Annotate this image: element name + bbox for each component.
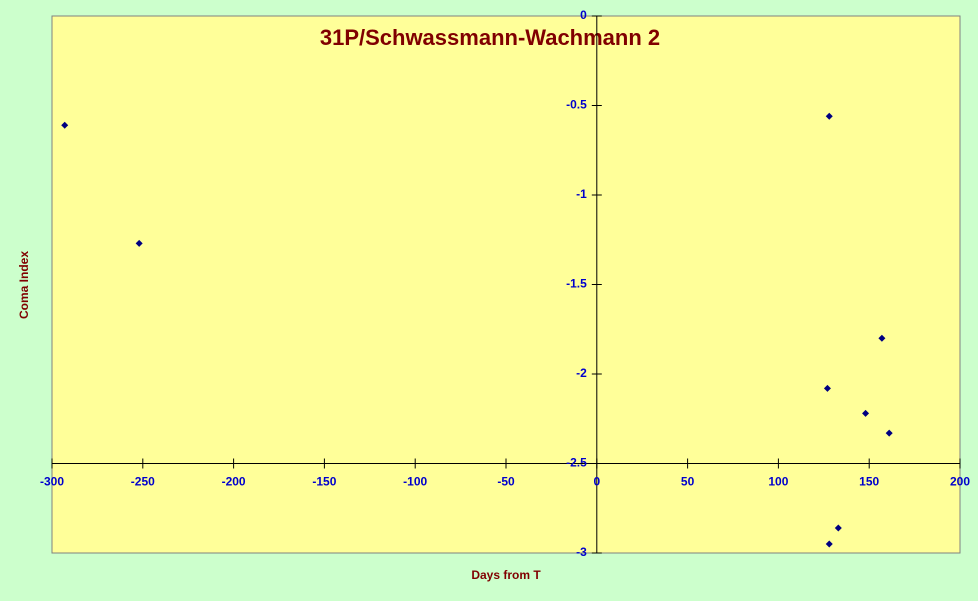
x-tick-label: 50 — [681, 475, 695, 489]
y-tick-label: -3 — [576, 545, 587, 559]
x-tick-label: -250 — [131, 475, 155, 489]
data-point — [878, 334, 886, 342]
y-tick-label: -1 — [576, 187, 587, 201]
x-axis-title: Days from T — [471, 568, 541, 582]
data-point — [825, 540, 833, 548]
data-point — [61, 121, 69, 129]
x-tick-label: 100 — [768, 475, 788, 489]
x-tick-label: -300 — [40, 475, 64, 489]
x-tick-label: 0 — [593, 475, 600, 489]
data-point — [825, 112, 833, 120]
y-tick-label: -0.5 — [566, 98, 587, 112]
y-tick-label: -2 — [576, 366, 587, 380]
data-point — [885, 429, 893, 437]
x-tick-label: 200 — [950, 475, 970, 489]
chart-title: 31P/Schwassmann-Wachmann 2 — [320, 25, 660, 50]
plot-area — [51, 15, 961, 554]
y-axis-title: Coma Index — [17, 251, 31, 319]
x-tick-label: -50 — [497, 475, 515, 489]
data-point — [823, 384, 831, 392]
y-tick-label: -1.5 — [566, 277, 587, 291]
x-tick-label: -100 — [403, 475, 427, 489]
x-tick-label: -200 — [222, 475, 246, 489]
x-tick-label: 150 — [859, 475, 879, 489]
data-point — [834, 524, 842, 532]
data-point — [862, 409, 870, 417]
x-tick-label: -150 — [312, 475, 336, 489]
data-point — [135, 239, 143, 247]
y-tick-label: 0 — [580, 8, 587, 22]
y-tick-label: -2.5 — [566, 456, 587, 470]
